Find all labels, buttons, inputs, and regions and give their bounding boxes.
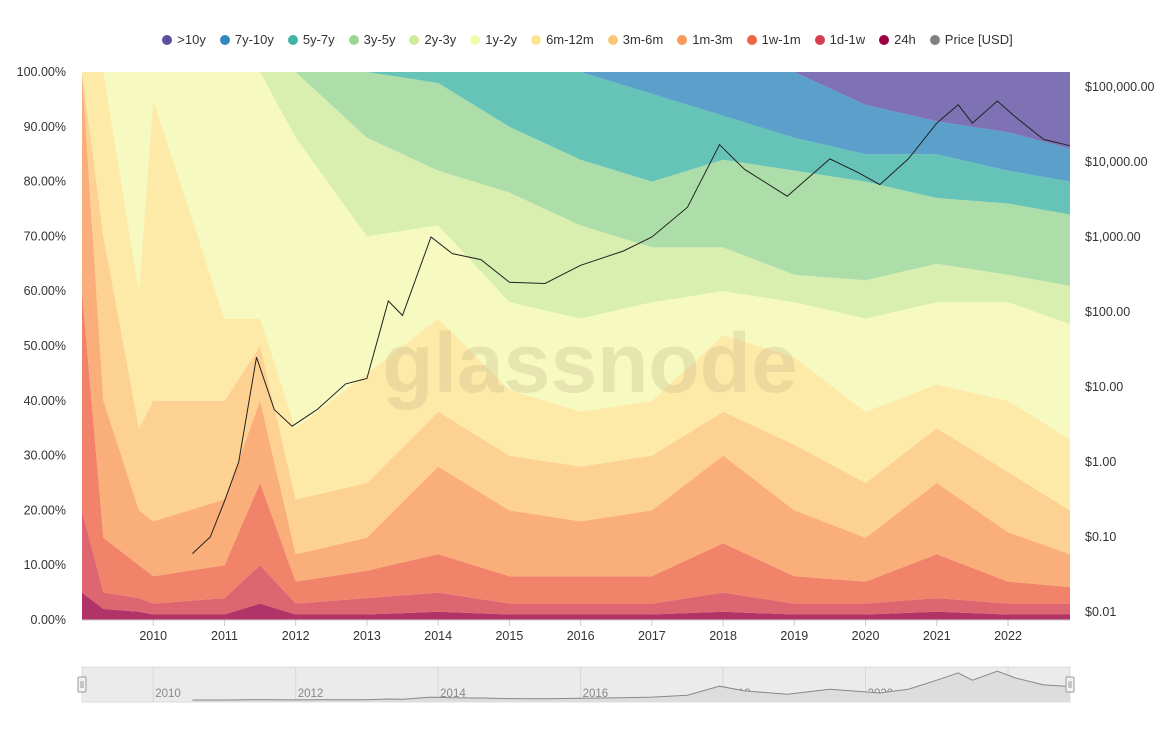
legend-item[interactable]: 3y-5y [348, 32, 396, 47]
legend-label: 1m-3m [692, 32, 733, 47]
y-left-tick-label: 70.00% [24, 229, 66, 243]
legend-label: 1y-2y [485, 32, 518, 47]
navigator-tick-label: 2014 [440, 688, 466, 700]
band-24h [82, 592, 1070, 620]
band-2y-3y [82, 72, 1070, 325]
navigator-left-handle[interactable] [77, 676, 87, 693]
y-left-tick-label: 80.00% [24, 175, 66, 189]
legend-dot-icon [607, 34, 618, 45]
navigator[interactable]: 2010201220142016201820202022 [77, 666, 1075, 703]
y-left-tick-label: 20.00% [24, 503, 66, 517]
legend-dot-icon [677, 34, 688, 45]
x-tick-label: 2013 [353, 629, 381, 643]
x-tick-label: 2021 [923, 629, 951, 643]
y-right-tick-label: $10,000.00 [1085, 155, 1148, 169]
y-right-tick-label: $100.00 [1085, 305, 1130, 319]
legend-label: 2y-3y [424, 32, 457, 47]
band-7y-10y [82, 72, 1070, 182]
legend-label: 5y-7y [302, 32, 335, 47]
x-tick-label: 2018 [709, 629, 737, 643]
x-tick-label: 2017 [638, 629, 666, 643]
legend-dot-icon [162, 34, 173, 45]
legend-label: 1w-1m [761, 32, 801, 47]
navigator-price-line [192, 670, 1071, 701]
legend-label: 1d-1w [829, 32, 866, 47]
band-3m-6m [82, 72, 1070, 555]
legend-item[interactable]: 1w-1m [746, 32, 801, 47]
legend-item[interactable]: 1m-3m [677, 32, 733, 47]
legend-item[interactable]: >10y [162, 32, 206, 47]
y-right-tick-label: $0.10 [1085, 530, 1116, 544]
x-tick-label: 2019 [780, 629, 808, 643]
y-left-tick-label: 100.00% [17, 65, 66, 79]
legend-item[interactable]: 7y-10y [219, 32, 274, 47]
legend-item[interactable]: Price [USD] [929, 32, 1013, 47]
band-1d-1w [82, 510, 1070, 615]
y-left-tick-label: 0.00% [31, 613, 66, 627]
navigator-tick-label: 2016 [583, 688, 609, 700]
legend-dot-icon [348, 34, 359, 45]
band-gt10y [82, 72, 1070, 149]
legend-item[interactable]: 2y-3y [409, 32, 456, 47]
band-1w-1m [82, 291, 1070, 604]
legend-dot-icon [470, 34, 481, 45]
x-tick-label: 2011 [211, 629, 238, 643]
legend-label: 6m-12m [546, 32, 594, 47]
band-5y-7y [82, 72, 1070, 215]
bands [82, 72, 1070, 620]
x-tick-label: 2016 [567, 629, 595, 643]
price-line [192, 100, 1071, 554]
legend-dot-icon [287, 34, 298, 45]
navigator-tick-label: 2010 [155, 688, 181, 700]
band-1y-2y [82, 72, 1070, 440]
y-left-tick-label: 50.00% [24, 339, 66, 353]
y-right-tick-label: $0.01 [1085, 605, 1116, 619]
legend-label: >10y [177, 32, 206, 47]
y-left-tick-label: 40.00% [24, 394, 66, 408]
legend-dot-icon [219, 34, 230, 45]
legend-dot-icon [929, 34, 940, 45]
legend-label: 7y-10y [234, 32, 274, 47]
navigator-area [192, 671, 1070, 702]
navigator-right-handle[interactable] [1065, 676, 1075, 693]
navigator-tick-label: 2012 [298, 688, 324, 700]
x-tick-label: 2010 [139, 629, 167, 643]
x-tick-label: 2014 [424, 629, 452, 643]
legend-label: 24h [894, 32, 916, 47]
legend-item[interactable]: 24h [879, 32, 916, 47]
legend-label: 3m-6m [622, 32, 664, 47]
band-6m-12m [82, 72, 1070, 511]
band-3y-5y [82, 72, 1070, 286]
x-tick-label: 2022 [994, 629, 1022, 643]
x-tick-label: 2015 [495, 629, 523, 643]
legend-dot-icon [814, 34, 825, 45]
legend-item[interactable]: 3m-6m [607, 32, 664, 47]
y-right-tick-label: $10.00 [1085, 380, 1123, 394]
legend-label: Price [USD] [944, 32, 1013, 47]
y-right-tick-label: $1,000.00 [1085, 230, 1141, 244]
y-left-tick-label: 30.00% [24, 449, 66, 463]
x-tick-label: 2012 [282, 629, 310, 643]
y-left-tick-label: 60.00% [24, 284, 66, 298]
band-1m-3m [82, 72, 1070, 588]
y-left-tick-label: 90.00% [24, 120, 66, 134]
y-right-tick-label: $100,000.00 [1085, 80, 1155, 94]
legend-dot-icon [879, 34, 890, 45]
legend-label: 3y-5y [363, 32, 396, 47]
legend-dot-icon [409, 34, 420, 45]
legend-item[interactable]: 6m-12m [531, 32, 594, 47]
legend-dot-icon [531, 34, 542, 45]
legend-dot-icon [746, 34, 757, 45]
legend: >10y 7y-10y 5y-7y 3y-5y 2y-3y 1y-2y 6m-12m 3m-6… [0, 32, 1175, 47]
y-right-tick-label: $1.00 [1085, 455, 1116, 469]
legend-item[interactable]: 1y-2y [470, 32, 517, 47]
y-left-tick-label: 10.00% [24, 558, 66, 572]
legend-item[interactable]: 5y-7y [287, 32, 335, 47]
x-tick-label: 2020 [852, 629, 880, 643]
watermark-logo: glassnode [382, 316, 797, 410]
legend-item[interactable]: 1d-1w [814, 32, 866, 47]
